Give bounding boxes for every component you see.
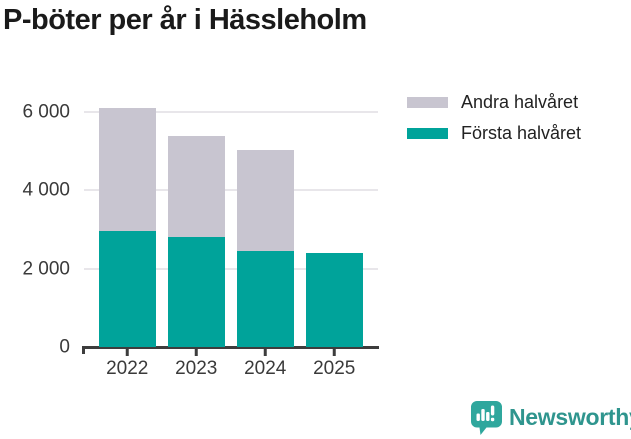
brand-logo: Newsworthy [470,400,631,435]
bar-segment-2023-s0 [168,237,225,347]
gridline [84,267,378,270]
x-tick [195,348,198,356]
bar-segment-2022-s1 [99,108,156,232]
x-tick [264,348,267,356]
y-tick-label: 4 000 [22,179,70,201]
icon-bar-tall [481,409,485,421]
icon-bar-short [476,413,480,421]
x-tick [333,348,336,356]
bar-segment-2025-s0 [306,252,363,347]
bar-segment-2022-s0 [99,231,156,347]
legend-item: Andra halvåret [407,93,581,111]
icon-bar-medium [486,412,490,421]
bar-segment-2024-s0 [237,251,294,347]
y-axis-labels: 0 2 000 4 000 6 000 [0,90,74,356]
gridline [84,110,378,113]
gridline [84,189,378,192]
legend-label: Andra halvåret [461,92,579,112]
icon-exclamation-stem [490,405,495,416]
legend-swatch [407,127,448,139]
x-tick-label: 2024 [244,358,287,379]
axis-origin-tick [82,347,85,354]
icon-exclamation-dot [490,417,495,422]
x-tick-label: 2023 [175,358,218,379]
brand-name: Newsworthy [509,404,631,430]
newsworthy-speech-bubble-chart-icon [471,401,502,435]
x-tick [126,348,129,356]
y-tick-label: 0 [59,336,70,358]
chart-title: P-böter per år i Hässleholm [3,4,367,36]
bar-segment-2024-s1 [237,149,294,252]
x-tick-label: 2022 [106,358,149,379]
legend: Andra halvåret Första halvåret [407,93,581,142]
legend-item: Första halvåret [407,124,581,142]
bar-segment-2023-s1 [168,135,225,238]
x-tick-label: 2025 [313,358,356,379]
x-axis-line [82,345,379,349]
legend-label: Första halvåret [461,123,582,143]
y-tick-label: 2 000 [22,258,70,280]
y-tick-label: 6 000 [22,101,70,123]
legend-swatch [407,96,448,108]
plot-area: 2022 2023 2024 2025 [82,90,379,378]
